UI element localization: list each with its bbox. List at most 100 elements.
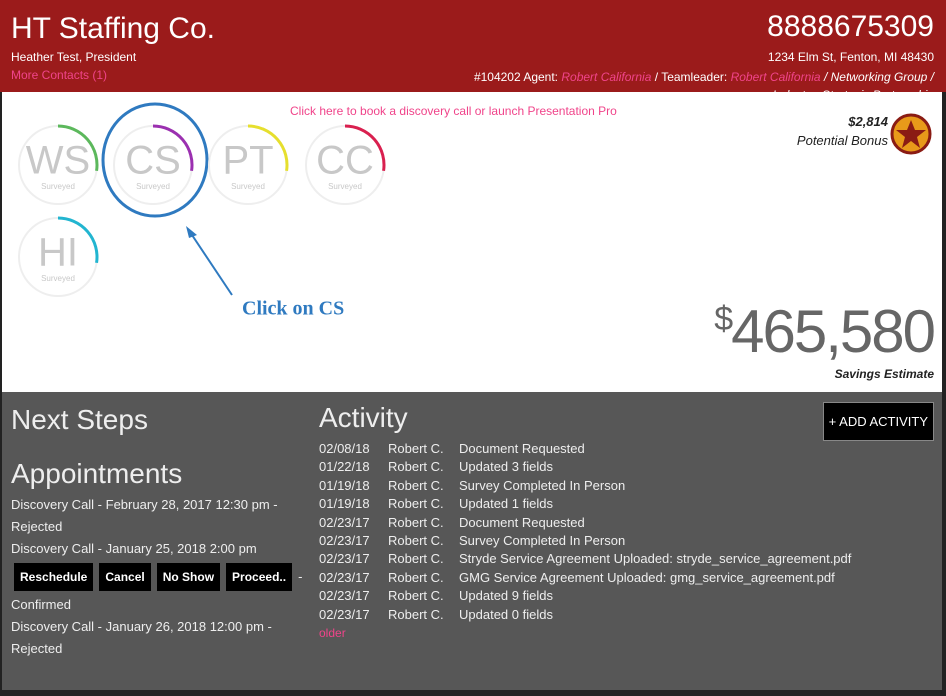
activity-action: Updated 1 fields bbox=[459, 496, 553, 512]
next-steps-title: Next Steps bbox=[11, 404, 148, 435]
action-button[interactable]: Cancel bbox=[99, 563, 151, 591]
currency: $ bbox=[714, 300, 733, 338]
banner-link[interactable]: Click here to book a discovery call or l… bbox=[290, 104, 617, 118]
survey-code: CC bbox=[316, 139, 374, 183]
activity-row: 02/23/17 Robert C. Survey Completed In Per… bbox=[319, 533, 625, 551]
activity-row: 01/19/18 Robert C. Updated 1 fields bbox=[319, 496, 553, 514]
survey-code: WS bbox=[26, 139, 90, 183]
savings: $465,580 bbox=[714, 297, 936, 366]
action-button[interactable]: No Show bbox=[156, 563, 221, 591]
activity-user: Robert C. bbox=[388, 532, 444, 548]
activity-action: GMG Service Agreement Uploaded: gmg_serv… bbox=[459, 569, 835, 585]
highlight-ring bbox=[101, 102, 209, 218]
activity-date: 01/19/18 bbox=[319, 477, 370, 493]
appointment: Discovery Call - January 26, 2018 12:00 … bbox=[11, 619, 272, 634]
activity-row: 02/23/17 Robert C. Updated 0 fields bbox=[319, 607, 553, 625]
survey-status: Surveyed bbox=[41, 182, 75, 191]
action-button[interactable]: Reschedule bbox=[14, 563, 94, 591]
summary: Click here to book a discovery call or l… bbox=[2, 92, 942, 392]
activity-action: Updated 0 fields bbox=[459, 606, 553, 622]
bonus-star bbox=[890, 113, 932, 155]
savings-amount: 465,580 bbox=[731, 298, 936, 365]
agent-link[interactable]: Robert California bbox=[730, 70, 821, 84]
activity-user: Robert C. bbox=[388, 606, 444, 622]
address: 1234 Elm St, Fenton, MI 48430 bbox=[767, 50, 934, 64]
appointment-actions: Reschedule Cancel No Show Proceed.. - bbox=[14, 563, 311, 591]
appointments: Discovery Call - February 28, 2017 12:30… bbox=[11, 494, 311, 660]
bonus-amount: $2,814 bbox=[848, 114, 888, 129]
lower-panel: Next Steps Appointments Discovery Call -… bbox=[2, 392, 942, 690]
survey-status: Surveyed bbox=[231, 182, 265, 191]
activity-row: 01/19/18 Robert C. Survey Completed In Per… bbox=[319, 478, 625, 496]
bonus-label: Potential Bonus bbox=[796, 133, 888, 148]
survey-code: CS bbox=[125, 139, 181, 183]
annotation: Click on CS bbox=[242, 298, 344, 320]
survey-status: Surveyed bbox=[136, 182, 170, 191]
activity-action: Stryde Service Agreement Uploaded: stryd… bbox=[459, 551, 852, 567]
older-link[interactable]: older bbox=[319, 625, 346, 640]
activity-user: Robert C. bbox=[388, 459, 444, 475]
action-button[interactable]: Proceed.. bbox=[226, 563, 293, 591]
activity-row: 02/08/18 Robert C. Document Requested bbox=[319, 441, 585, 459]
arrow-head bbox=[186, 226, 197, 238]
activity-action: Document Requested bbox=[459, 441, 585, 456]
activity-action: Updated 3 fields bbox=[459, 459, 553, 475]
circle-arc bbox=[57, 124, 99, 172]
appointments-title: Appointments bbox=[11, 458, 183, 489]
activity-action: Document Requested bbox=[459, 514, 585, 530]
activity-date: 02/23/17 bbox=[319, 588, 370, 604]
details: #104202 Agent: Robert California / Teaml… bbox=[464, 68, 934, 92]
activity-row: 02/23/17 Robert C. Document Requested bbox=[319, 515, 585, 533]
activity-row: 02/23/17 Robert C. Stryde Service Agreemen… bbox=[319, 551, 851, 569]
phone: 8888675309 bbox=[767, 10, 934, 43]
activity-date: 01/19/18 bbox=[319, 496, 370, 512]
detail-text: #104202 Agent: bbox=[473, 70, 562, 84]
circle-arc bbox=[57, 216, 99, 264]
activity-user: Robert C. bbox=[388, 441, 444, 456]
company: HT Staffing Co. bbox=[11, 12, 215, 45]
more-contacts[interactable]: More Contacts (1) bbox=[11, 68, 108, 82]
appointment-status: Rejected bbox=[11, 641, 63, 656]
detail-text: / Networking Group / Industry: Strategic… bbox=[773, 70, 934, 92]
activity-user: Robert C. bbox=[388, 514, 444, 530]
appointment-status: Confirmed bbox=[11, 597, 71, 612]
activity-date: 02/23/17 bbox=[319, 551, 370, 567]
activity-user: Robert C. bbox=[388, 551, 444, 567]
header: HT Staffing Co. Heather Test, President … bbox=[0, 0, 946, 92]
separator: - bbox=[298, 569, 303, 584]
activity-date: 02/23/17 bbox=[319, 514, 370, 530]
activity-row: 02/23/17 Robert C. Updated 9 fields bbox=[319, 588, 553, 606]
circle-arc bbox=[247, 124, 289, 172]
activity-action: Survey Completed In Person bbox=[459, 477, 626, 493]
appointment: Discovery Call - February 28, 2017 12:30… bbox=[11, 497, 278, 512]
survey-status: Surveyed bbox=[41, 274, 75, 283]
activity-date: 02/23/17 bbox=[319, 569, 370, 585]
activity-user: Robert C. bbox=[388, 496, 444, 512]
survey-code: PT bbox=[222, 139, 273, 183]
activity-date: 02/23/17 bbox=[319, 532, 370, 548]
savings-label: Savings Estimate bbox=[834, 367, 934, 381]
activity-date: 02/08/18 bbox=[319, 441, 370, 456]
activity-title: Activity bbox=[319, 402, 408, 433]
agent-link[interactable]: Robert California bbox=[561, 70, 652, 84]
circle-arc bbox=[152, 124, 194, 172]
add-activity-button[interactable]: + ADD ACTIVITY bbox=[822, 402, 934, 441]
activity-action: Updated 9 fields bbox=[459, 588, 553, 604]
activity-date: 02/23/17 bbox=[319, 606, 370, 622]
arrow bbox=[189, 231, 233, 296]
survey-code: HI bbox=[38, 231, 78, 275]
activity-user: Robert C. bbox=[388, 588, 444, 604]
appointment: Discovery Call - January 25, 2018 2:00 p… bbox=[11, 541, 257, 556]
activity-row: 02/23/17 Robert C. GMG Service Agreement U… bbox=[319, 570, 835, 588]
appointment-status: Rejected bbox=[11, 519, 63, 534]
activity-row: 01/22/18 Robert C. Updated 3 fields bbox=[319, 459, 553, 477]
survey-status: Surveyed bbox=[328, 182, 362, 191]
activity-user: Robert C. bbox=[388, 477, 444, 493]
survey-area: Click on CS WSSurveyedCSSurveyedPTSurvey… bbox=[18, 102, 932, 320]
